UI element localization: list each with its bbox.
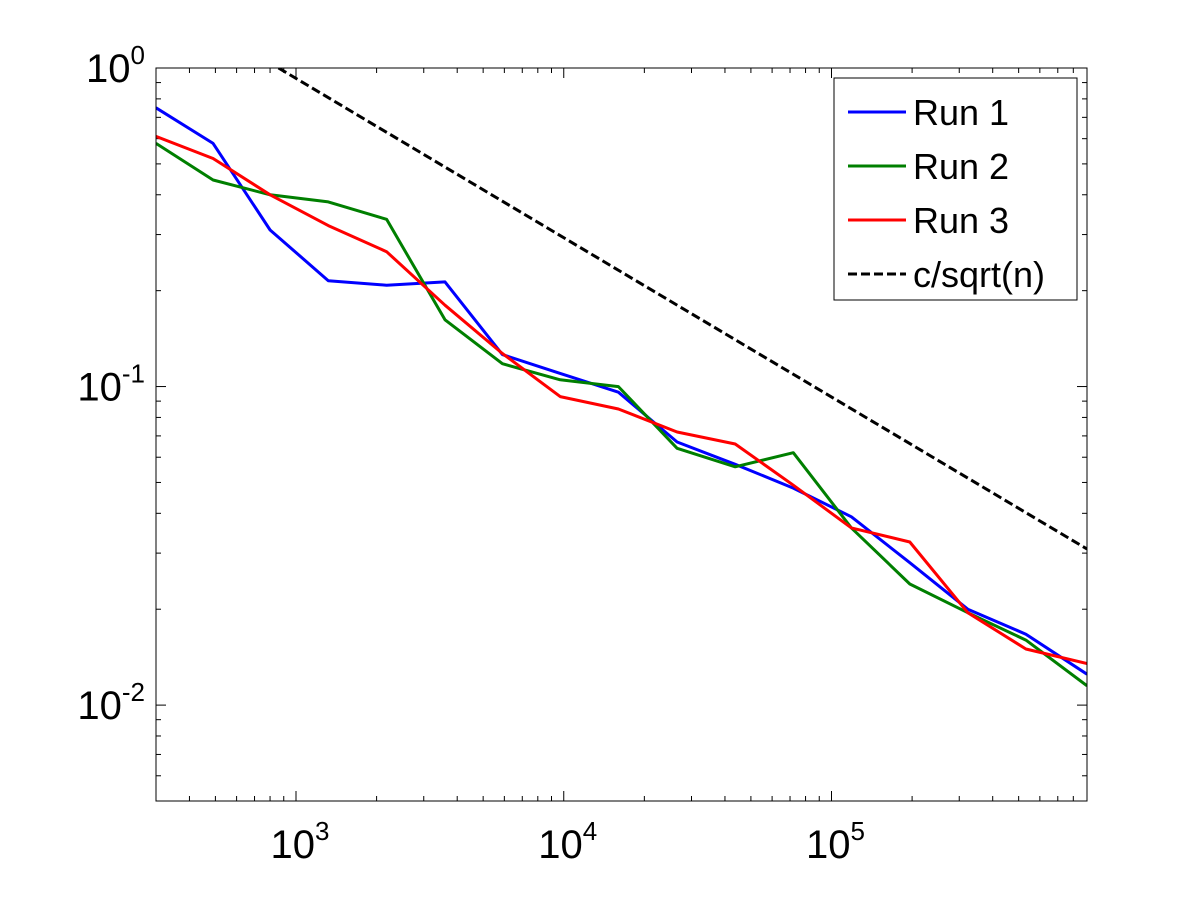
legend-box [833,77,1078,301]
y-tick-base: 10 [77,684,122,728]
legend-label: Run 3 [913,200,1009,241]
x-tick-label: 104 [538,816,597,867]
x-tick-exponent: 4 [583,816,597,846]
y-tick-exponent: 0 [131,40,145,70]
tick-marks [155,67,1088,802]
y-tick-exponent: -2 [122,677,145,707]
series-line-3 [156,135,1087,666]
legend: Run 1 Run 2 Run 3 c/sqrt(n) [833,77,1078,301]
x-tick-exponent: 3 [315,816,329,846]
x-tick-base: 10 [806,823,851,867]
x-tick-label: 105 [806,816,865,867]
legend-label: Run 2 [913,146,1009,187]
series-line-1 [156,106,1087,676]
plot-frame [155,67,1088,802]
x-tick-exponent: 5 [851,816,865,846]
series-line-2 [156,142,1087,688]
y-tick-label: 100 [86,40,145,91]
y-tick-label: 10-2 [77,677,145,728]
legend-label: c/sqrt(n) [913,254,1045,295]
y-tick-exponent: -1 [122,359,145,389]
x-tick-labels: 103 104 105 [271,816,865,867]
x-tick-label: 103 [271,816,330,867]
y-tick-base: 10 [86,47,131,91]
x-tick-base: 10 [538,823,583,867]
legend-label: Run 1 [913,92,1009,133]
y-tick-base: 10 [77,366,122,410]
series-line-4 [277,68,1087,551]
y-tick-label: 10-1 [77,359,145,410]
series-lines [156,68,1087,688]
x-tick-base: 10 [271,823,316,867]
